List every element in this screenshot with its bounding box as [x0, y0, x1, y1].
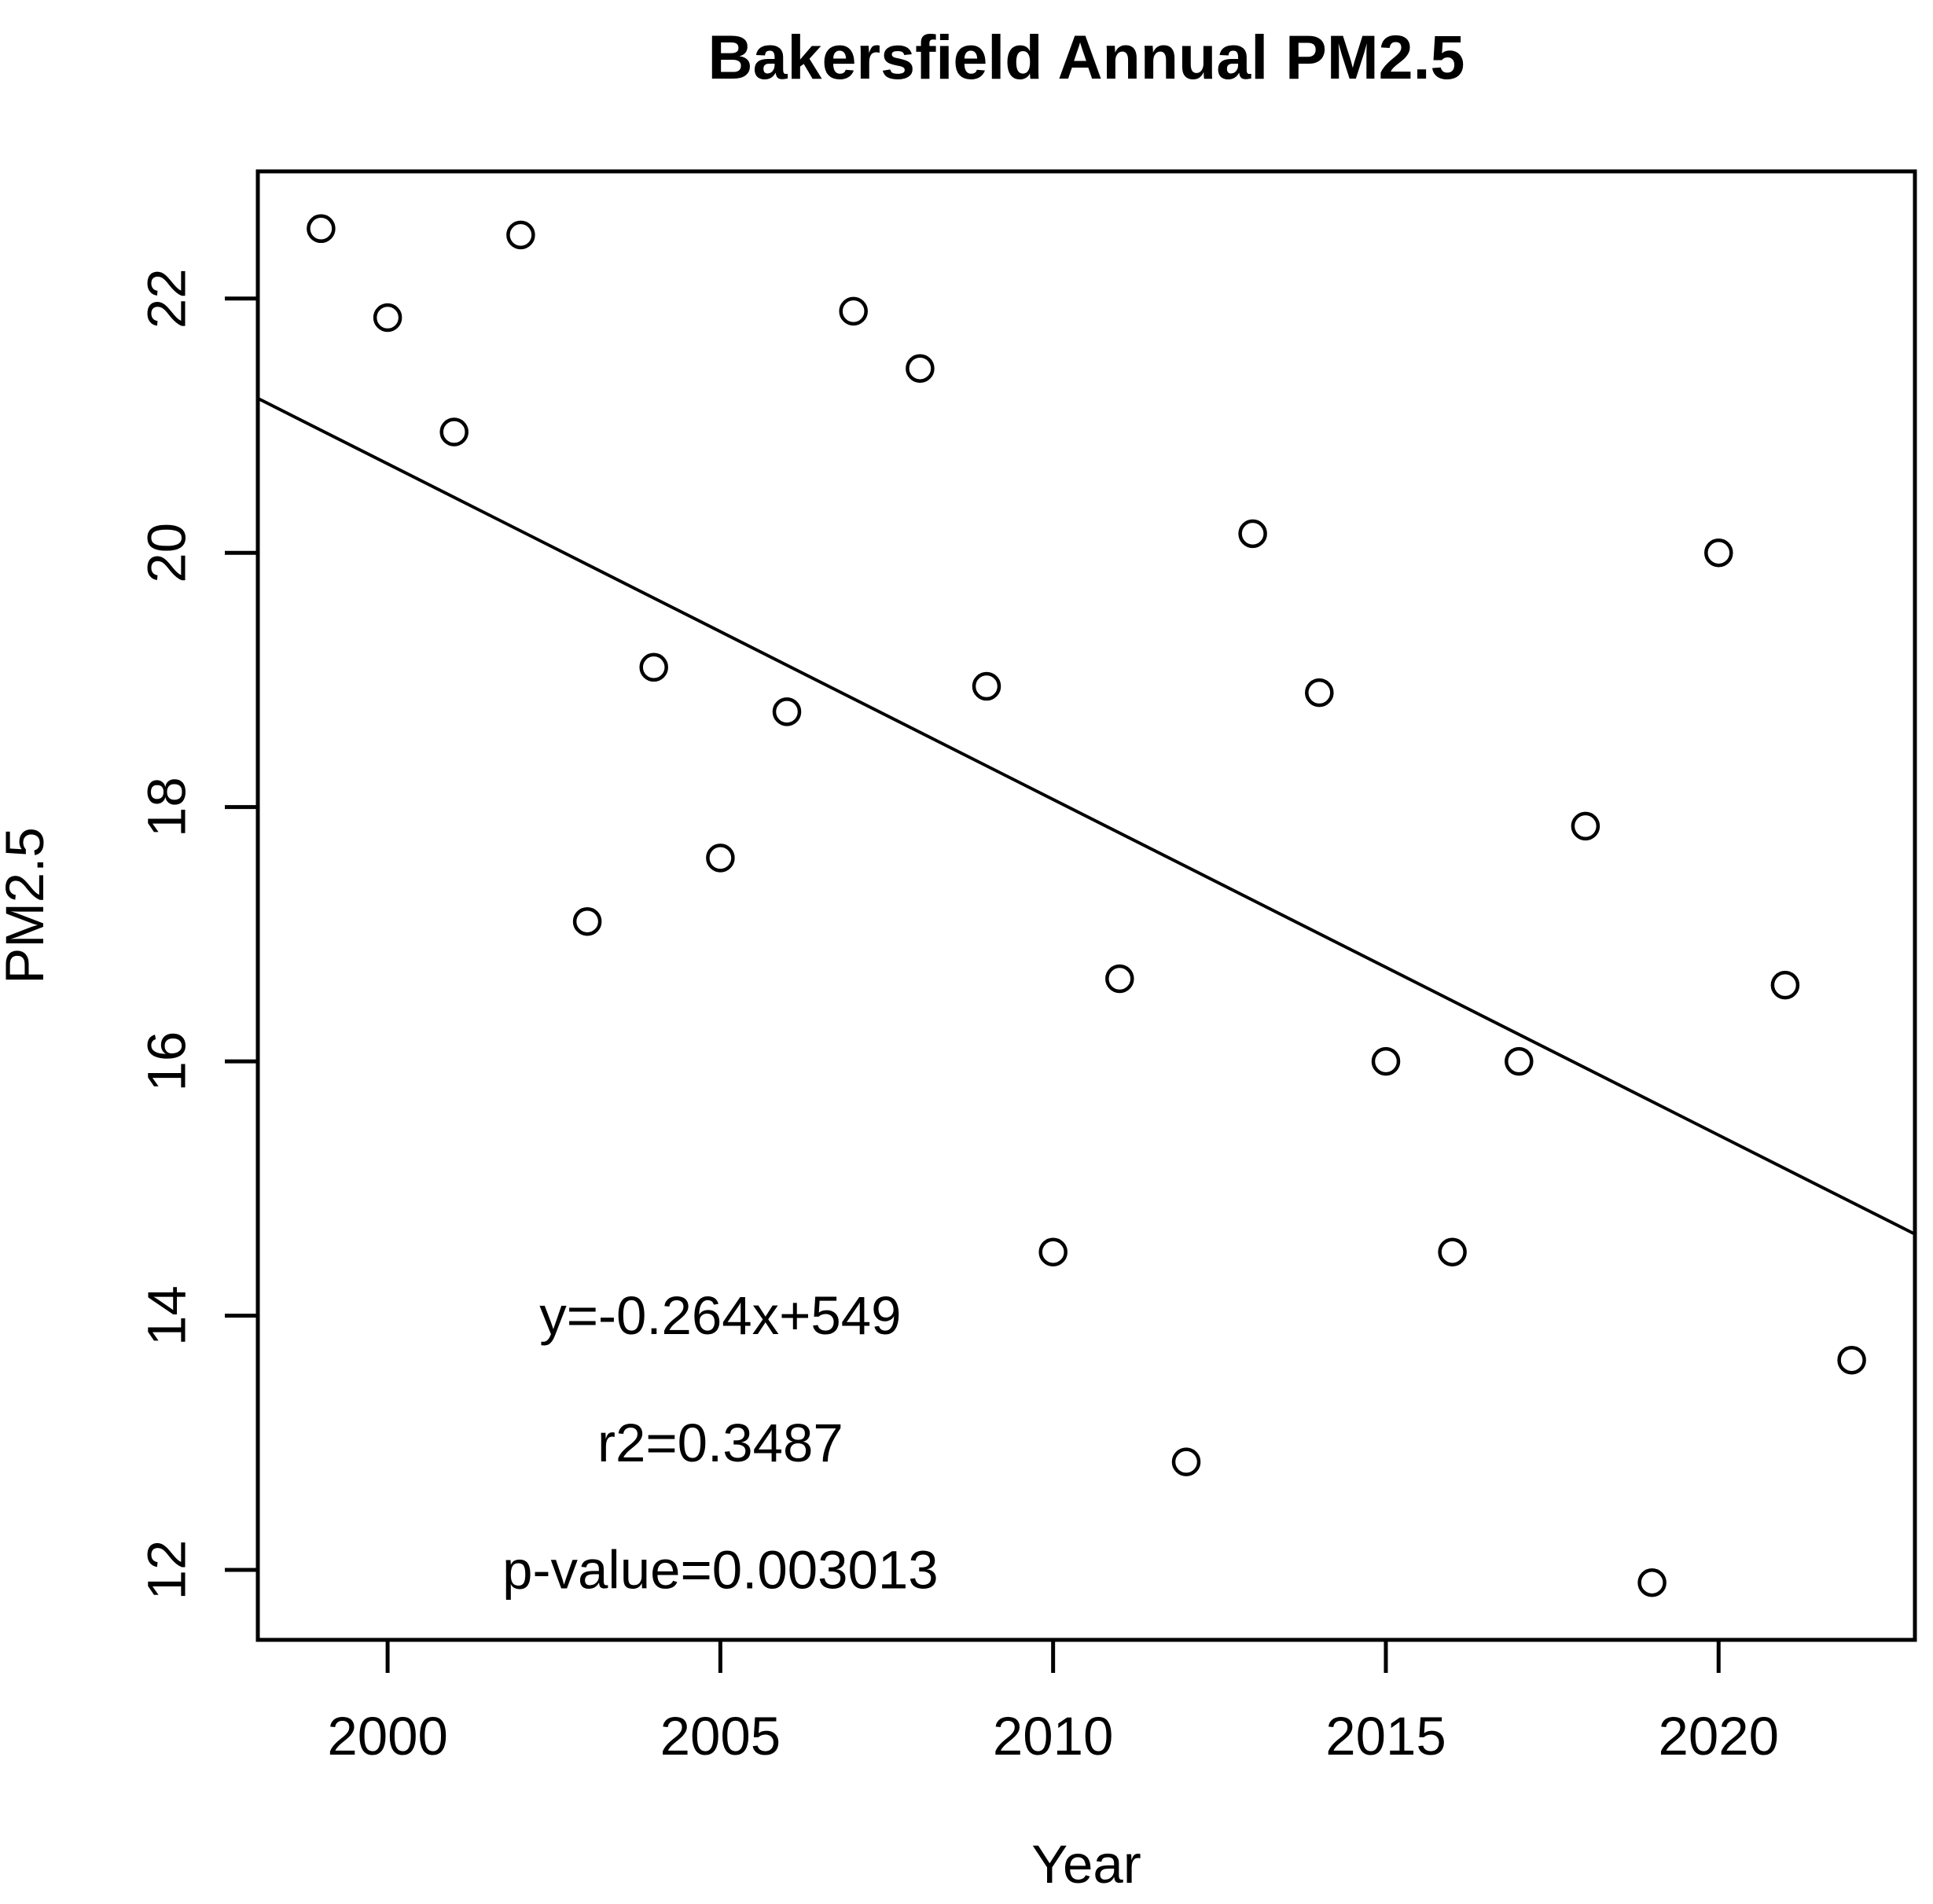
y-axis-tick-label: 18 [137, 777, 197, 837]
annotations: y=-0.264x+549 r2=0.3487 p-value=0.003013 [502, 1285, 938, 1600]
regression-line [257, 396, 1916, 1236]
x-axis: 2000 2005 2010 2015 2020 [327, 1640, 1779, 1766]
x-axis-tick-label: 2010 [993, 1706, 1114, 1766]
data-point [506, 220, 535, 250]
y-axis-tick-label: 20 [137, 523, 197, 583]
annotation-equation: y=-0.264x+549 [539, 1285, 901, 1346]
plot-box [255, 169, 1917, 1642]
data-point [307, 214, 336, 244]
x-axis-tick-label: 2020 [1659, 1706, 1780, 1766]
annotation-p-value: p-value=0.003013 [502, 1540, 938, 1601]
data-point [1438, 1237, 1467, 1266]
data-point [1305, 678, 1334, 708]
data-point [373, 303, 402, 333]
data-point [1837, 1345, 1866, 1375]
y-axis-tick-label: 14 [137, 1285, 197, 1346]
data-point [1105, 964, 1134, 994]
y-axis-tick-label: 16 [137, 1031, 197, 1092]
data-point [1770, 970, 1800, 1000]
data-point [1571, 811, 1600, 841]
annotation-r-squared: r2=0.3487 [597, 1413, 843, 1473]
data-point [772, 697, 802, 726]
x-axis-tick-label: 2000 [327, 1706, 448, 1766]
data-point [972, 671, 1001, 701]
y-axis-tick-label: 22 [137, 268, 197, 329]
data-point [1505, 1046, 1534, 1076]
data-point [1371, 1046, 1401, 1076]
x-axis-tick-label: 2005 [660, 1706, 781, 1766]
y-axis-tick-label: 12 [137, 1540, 197, 1601]
data-points [307, 214, 1866, 1597]
data-point [1171, 1447, 1201, 1476]
data-point [1704, 538, 1733, 568]
data-point [839, 296, 868, 326]
y-axis-label: PM2.5 [0, 827, 55, 983]
chart-title: Bakersfield Annual PM2.5 [708, 22, 1465, 92]
y-axis: 12 14 16 18 20 22 [137, 268, 258, 1601]
data-point [1038, 1237, 1068, 1266]
data-point [639, 652, 668, 682]
data-point [572, 906, 602, 936]
data-point [439, 417, 469, 447]
data-point [1238, 519, 1267, 549]
data-point [906, 354, 935, 383]
x-axis-label: Year [1031, 1834, 1141, 1895]
data-point [706, 844, 735, 873]
data-point [1637, 1568, 1667, 1597]
x-axis-tick-label: 2015 [1325, 1706, 1446, 1766]
